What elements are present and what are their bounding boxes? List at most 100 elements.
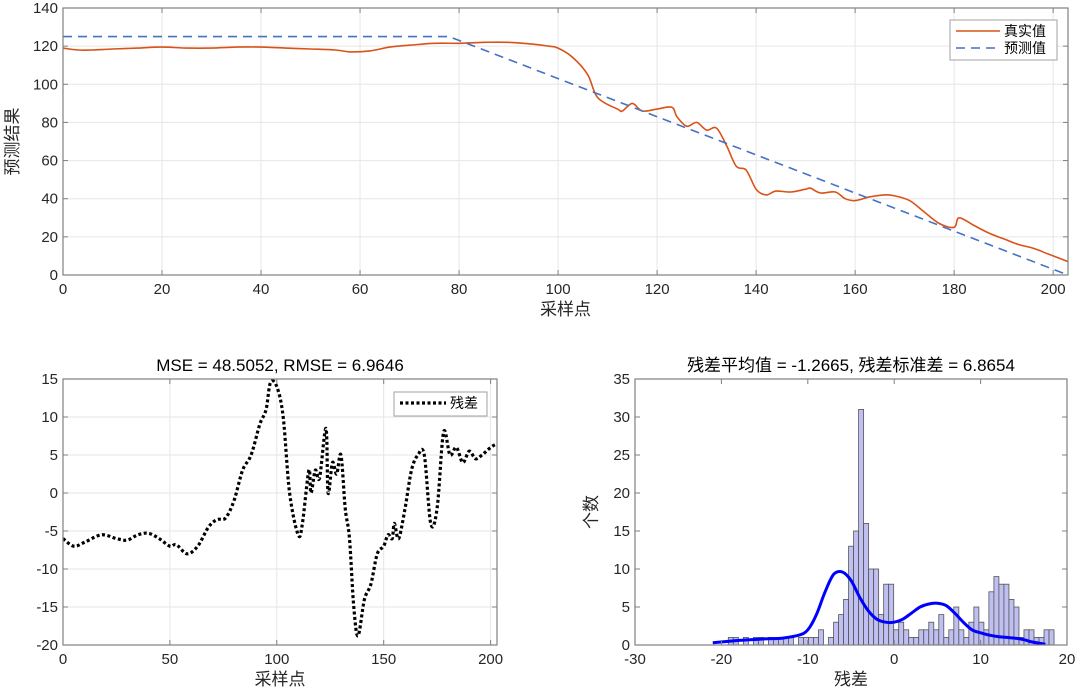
histogram-bar xyxy=(933,629,940,645)
chart-title: MSE = 48.5052, RMSE = 6.9646 xyxy=(156,356,404,375)
y-tick-label: 35 xyxy=(613,371,630,388)
histogram-bar xyxy=(838,614,844,645)
x-tick-label: 10 xyxy=(972,651,989,668)
x-tick-label: 200 xyxy=(1041,281,1066,298)
x-tick-label: -30 xyxy=(624,651,646,668)
histogram-bar xyxy=(903,629,910,645)
legend-label: 残差 xyxy=(450,395,478,411)
axes-frame xyxy=(62,378,498,646)
x-tick-label: 0 xyxy=(890,651,898,668)
y-tick-label: 10 xyxy=(41,409,58,426)
y-tick-label: 80 xyxy=(41,114,58,131)
y-tick-label: 0 xyxy=(50,485,58,502)
histogram-bar xyxy=(958,629,965,645)
axes-frame xyxy=(634,378,1068,646)
histogram-bar xyxy=(868,568,875,645)
y-tick-label: 25 xyxy=(613,447,630,464)
histogram-bar xyxy=(948,629,955,645)
histogram-bar xyxy=(928,621,935,645)
x-tick-label: -20 xyxy=(711,651,733,668)
x-tick-label: 100 xyxy=(546,281,571,298)
x-tick-label: 150 xyxy=(371,651,396,668)
histogram-bar xyxy=(873,568,880,645)
x-tick-label: 50 xyxy=(162,651,179,668)
y-tick-label: 120 xyxy=(33,38,58,55)
x-tick-label: 80 xyxy=(451,281,468,298)
y-tick-label: 20 xyxy=(41,229,58,246)
histogram-bar xyxy=(918,629,925,645)
histogram-bar xyxy=(818,629,824,645)
x-tick-label: 120 xyxy=(645,281,670,298)
chart-title: 残差平均值 = -1.2665, 残差标准差 = 6.8654 xyxy=(687,356,1015,375)
x-tick-label: 180 xyxy=(942,281,967,298)
chart-panel-3: -30 -20 -10 0 10 20 0 5 10 15 20 25 30 35 残差 个数 残差平均值 = … xyxy=(582,356,1079,689)
density-fit-curve xyxy=(712,569,1046,645)
x-tick-label: 160 xyxy=(843,281,868,298)
y-tick-label: -20 xyxy=(36,637,58,654)
histogram-bar xyxy=(908,637,915,645)
axes-frame xyxy=(62,7,1069,276)
y-axis-label: 个数 xyxy=(582,495,601,529)
series-line xyxy=(63,379,497,638)
histogram-bar xyxy=(943,637,950,645)
y-tick-label: 30 xyxy=(613,409,630,426)
y-axis-label: 预测结果 xyxy=(3,108,22,176)
histogram-bar xyxy=(757,637,764,645)
x-tick-label: 20 xyxy=(154,281,171,298)
chart-panel-2: 0 50 100 150 200 -20 -15 -10 -5 0 5 10 15 采样点 MSE = 48… xyxy=(36,356,503,689)
y-tick-label: -5 xyxy=(45,523,58,540)
y-tick-label: 10 xyxy=(613,561,630,578)
histogram-bar xyxy=(913,637,920,645)
y-tick-label: 5 xyxy=(622,599,630,616)
x-tick-label: -10 xyxy=(797,651,819,668)
y-tick-label: 15 xyxy=(613,523,630,540)
histogram-bar xyxy=(813,637,819,645)
histogram-bar xyxy=(973,606,980,645)
histogram-bar xyxy=(1048,629,1055,645)
x-axis-label: 残差 xyxy=(834,670,868,689)
series-line xyxy=(63,35,1068,275)
series-line xyxy=(63,41,1068,263)
y-tick-label: 140 xyxy=(33,0,58,17)
histogram-bar xyxy=(843,599,849,645)
histogram-bar xyxy=(833,621,839,645)
y-tick-label: 0 xyxy=(50,267,58,284)
y-tick-label: 15 xyxy=(41,371,58,388)
histogram-bar xyxy=(798,637,804,645)
x-tick-label: 40 xyxy=(253,281,270,298)
y-tick-label: 100 xyxy=(33,76,58,93)
legend: 残差 xyxy=(393,391,488,417)
histogram-bar xyxy=(953,606,960,645)
y-tick-label: -15 xyxy=(36,599,58,616)
histogram-bar xyxy=(863,523,870,645)
legend-label: 真实值 xyxy=(1004,23,1046,39)
x-tick-label: 60 xyxy=(352,281,369,298)
histogram-bar xyxy=(963,637,970,645)
histogram-bar xyxy=(808,637,814,645)
histogram-bar xyxy=(1023,629,1030,645)
y-tick-label: 5 xyxy=(50,447,58,464)
histogram-bar xyxy=(888,583,895,645)
histogram-bar xyxy=(983,629,990,645)
y-tick-label: 60 xyxy=(41,153,58,170)
legend-label: 预测值 xyxy=(1004,40,1046,56)
histogram-bar xyxy=(858,408,865,645)
y-tick-label: -10 xyxy=(36,561,58,578)
x-tick-label: 20 xyxy=(1059,651,1076,668)
x-tick-label: 0 xyxy=(59,281,67,298)
x-tick-label: 200 xyxy=(478,651,503,668)
histogram-bar xyxy=(898,621,905,645)
y-tick-label: 40 xyxy=(41,191,58,208)
histogram-bar xyxy=(883,583,890,645)
histogram-bar xyxy=(1013,606,1020,645)
chart-panel-1: 0 20 40 60 80 100 120 140 160 180 200 0 20 40 60 80 100 1… xyxy=(3,0,1069,319)
histogram-bar xyxy=(1074,637,1079,645)
y-tick-label: 0 xyxy=(622,637,630,654)
histogram-bar xyxy=(968,621,975,645)
x-tick-label: 140 xyxy=(744,281,769,298)
x-axis-label: 采样点 xyxy=(540,300,591,319)
x-axis-label: 采样点 xyxy=(255,670,306,689)
histogram-bar xyxy=(828,637,834,645)
x-tick-label: 0 xyxy=(59,651,67,668)
